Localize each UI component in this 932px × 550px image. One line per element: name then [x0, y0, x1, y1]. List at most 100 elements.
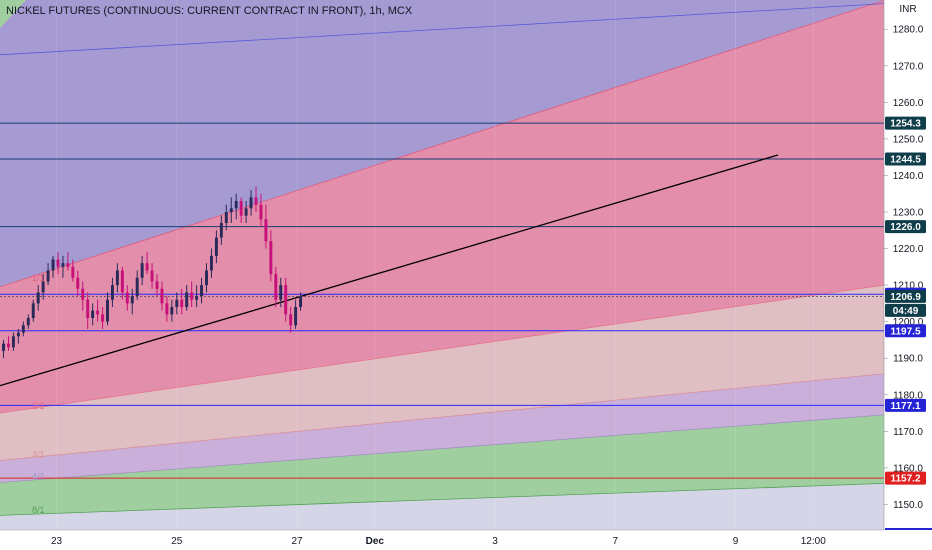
time-ticks: 23 25 27 Dec 3 7 9 12:00: [51, 536, 826, 547]
candle-body-60: [299, 296, 303, 308]
candle-body-52: [259, 204, 263, 220]
fan-corner: [0, 0, 26, 28]
trend-line[interactable]: [0, 154, 779, 387]
price-tick-label-0: 1150.0: [893, 500, 923, 511]
level-tag-4: 1197.5: [890, 326, 920, 337]
plot-area[interactable]: 1/1 2/1 3/1 4/1 8/1: [0, 0, 885, 530]
fan-label-4-1: 4/1: [32, 472, 45, 482]
candle-body-51: [254, 197, 258, 205]
candle-body-42: [209, 255, 213, 271]
candle-body-5: [26, 318, 30, 326]
price-tick-label-9: 1240.0: [893, 171, 924, 182]
candle-body-48: [239, 201, 243, 216]
candle-body-9: [46, 270, 50, 282]
candle-body-28: [140, 263, 144, 278]
candle-body-3: [16, 332, 20, 337]
price-tick-label-3: 1180.0: [893, 390, 923, 401]
candle-body-34: [170, 307, 174, 315]
fan-line-3-1: [0, 373, 885, 461]
price-tick-label-1: 1160.0: [893, 463, 923, 474]
candle-body-20: [101, 314, 105, 322]
horizontal-levels[interactable]: [0, 122, 884, 479]
candle-body-46: [229, 208, 233, 212]
price-tick-label-4: 1190.0: [893, 354, 923, 365]
candle-body-58: [289, 314, 293, 326]
candle-body-31: [155, 281, 159, 289]
fan-line-8-1: [0, 482, 885, 516]
time-tick-label-6: 9: [733, 536, 739, 547]
price-tags: 1254.31244.51226.01207.51197.51177.11157…: [885, 116, 932, 530]
level-tag-4-bg: [885, 324, 926, 338]
candle-body-8: [41, 281, 45, 293]
candle-body-54: [269, 241, 273, 275]
candle-body-44: [219, 222, 223, 238]
candle-body-21: [106, 299, 109, 322]
price-tick-label-7: 1220.0: [893, 244, 924, 255]
candle-body-36: [180, 299, 184, 308]
candle-body-41: [205, 270, 208, 286]
candle-body-18: [91, 310, 95, 318]
candle-body-19: [96, 310, 100, 315]
price-tick-label-11: 1260.0: [893, 98, 924, 109]
price-tick-label-2: 1170.0: [893, 427, 923, 438]
last-price-tag-bg: [885, 289, 926, 303]
price-tick-label-6: 1210.0: [893, 281, 924, 292]
candle-body-29: [145, 263, 149, 271]
fan-region-4: [0, 414, 884, 516]
chart-title: NICKEL FUTURES (CONTINUOUS: CURRENT CONT…: [6, 5, 413, 17]
candle-body-30: [150, 270, 154, 282]
axis-bottom-bar: [885, 528, 932, 530]
fan-region-3: [0, 373, 884, 483]
gann-fan: [0, 0, 885, 530]
candle-body-25: [125, 292, 129, 304]
candle-body-0: [2, 343, 6, 351]
time-axis-background: [0, 530, 932, 550]
fan-region-1: [0, 0, 884, 414]
countdown-tag-bg: [885, 303, 926, 317]
time-axis[interactable]: 23 25 27 Dec 3 7 9 12:00: [0, 529, 932, 550]
candle-body-45: [224, 212, 228, 223]
fan-line-upper: [0, 3, 885, 56]
price-ticks: 1150.0 1160.0 1170.0 1180.0 1190.0 1200.0 1210…: [884, 25, 924, 511]
time-tick-label-1: 25: [171, 536, 183, 547]
candle-body-27: [135, 277, 139, 297]
fan-label-8-1: 8/1: [32, 505, 45, 515]
fan-label-2-1: 2/1: [32, 401, 45, 411]
level-tag-0-bg: [885, 116, 926, 130]
candle-body-33: [165, 303, 169, 315]
level-tag-1-bg: [885, 152, 926, 166]
price-tick-label-10: 1250.0: [893, 134, 924, 145]
price-tick-label-12: 1270.0: [893, 61, 924, 72]
time-tick-label-7: 12:00: [801, 536, 826, 547]
candle-body-14: [71, 266, 75, 278]
currency-label: INR: [899, 4, 916, 15]
level-tag-5-bg: [885, 398, 926, 412]
candle-body-43: [214, 237, 218, 256]
candle-body-40: [200, 285, 204, 297]
level-tag-6: 1157.2: [890, 474, 920, 485]
candle-body-11: [56, 259, 60, 267]
candle-body-13: [66, 263, 70, 267]
countdown-tag: 04:49: [893, 306, 919, 317]
candle-body-22: [110, 285, 114, 300]
last-price-tag: 1206.9: [890, 292, 921, 303]
fan-line-1-1: [0, 0, 885, 288]
price-axis[interactable]: INR 1150.0 1160.0 1170.0 1180.0 1190.0 1200.0…: [883, 0, 932, 530]
price-tick-label-8: 1230.0: [893, 208, 924, 219]
candle-body-10: [51, 259, 55, 271]
candle-body-7: [36, 292, 40, 304]
fan-label-3-1: 3/1: [32, 449, 45, 459]
fan-label-1-1: 1/1: [32, 273, 45, 283]
candle-body-32: [160, 288, 164, 304]
time-tick-label-4: 3: [492, 536, 498, 547]
candle-body-50: [249, 197, 253, 209]
level-tag-2-bg: [885, 220, 926, 234]
candle-body-4: [21, 325, 25, 333]
time-tick-label-2: 27: [291, 536, 303, 547]
time-tick-label-3: Dec: [366, 536, 385, 547]
fan-line-4-1: [0, 414, 885, 483]
candle-body-6: [31, 303, 35, 318]
candle-body-56: [279, 285, 283, 300]
candle-body-59: [294, 307, 298, 326]
